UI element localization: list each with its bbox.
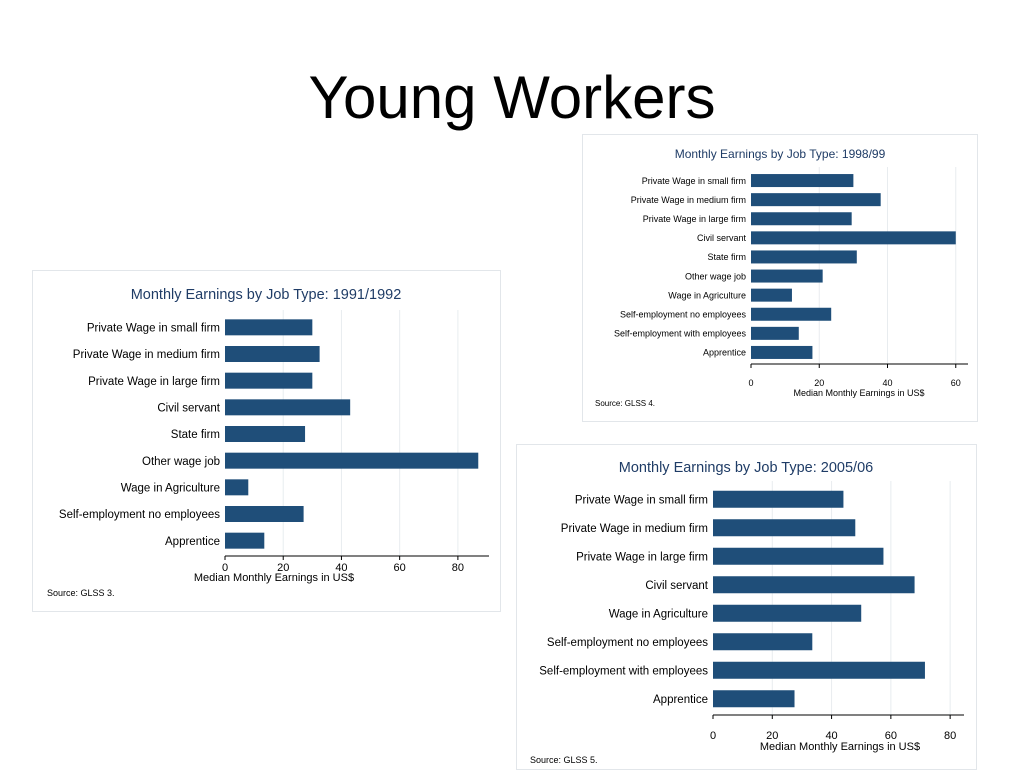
category-label: State firm [707,252,746,262]
x-tick-label: 40 [883,378,893,388]
source-note: Source: GLSS 3. [47,588,115,598]
category-label: Civil servant [157,402,220,414]
category-label: Private Wage in large firm [576,551,708,563]
x-tick-label: 60 [951,378,961,388]
bar [751,174,854,188]
category-label: Private Wage in medium firm [561,523,708,535]
category-label: Private Wage in large firm [643,214,746,224]
source-note: Source: GLSS 5. [530,755,598,765]
x-tick-label: 0 [222,562,228,574]
bar [713,576,915,594]
bar [751,231,956,245]
x-tick-label: 80 [944,730,956,742]
chart-title: Monthly Earnings by Job Type: 1998/99 [675,147,886,161]
bar [713,633,813,651]
category-label: Private Wage in small firm [642,176,746,186]
bar-chart-1998-99: Monthly Earnings by Job Type: 1998/99 Pri… [614,147,968,398]
category-label: State firm [171,429,220,441]
category-label: Private Wage in small firm [575,494,708,506]
category-label: Wage in Agriculture [121,482,220,494]
category-label: Private Wage in small firm [87,322,220,334]
x-axis-label: Median Monthly Earnings in US$ [194,572,354,584]
x-tick-label: 80 [452,562,464,574]
x-tick-label: 0 [748,378,753,388]
category-label: Other wage job [685,271,746,281]
chart-panel-2005-06: Monthly Earnings by Job Type: 2005/06 Pri… [516,444,977,770]
bar [713,661,925,679]
category-label: Apprentice [703,348,746,358]
category-label: Civil servant [697,233,747,243]
bar-chart-1991-1992: Monthly Earnings by Job Type: 1991/1992 P… [59,287,489,584]
chart-panel-1991-1992: Monthly Earnings by Job Type: 1991/1992 P… [32,270,501,612]
bar [713,490,844,508]
bar [225,319,313,336]
chart-title: Monthly Earnings by Job Type: 1991/1992 [131,287,402,303]
category-label: Private Wage in medium firm [73,349,220,361]
bar [751,193,881,207]
bar [751,269,823,283]
gridlines [771,481,951,715]
bar [751,326,799,340]
bar [751,250,857,264]
x-axis-label: Median Monthly Earnings in US$ [760,741,920,753]
category-label: Self-employment no employees [620,309,747,319]
bar [225,372,313,389]
x-tick-label: 40 [335,562,347,574]
x-tick-label: 60 [394,562,406,574]
category-label: Apprentice [165,536,220,548]
source-note: Source: GLSS 4. [595,399,656,408]
x-tick-label: 20 [766,730,778,742]
category-label: Other wage job [142,456,220,468]
x-axis-label: Median Monthly Earnings in US$ [793,388,924,398]
bars [225,319,479,549]
bar [713,690,795,708]
category-label: Civil servant [645,580,708,592]
bar [751,307,832,321]
bar [225,506,304,522]
bar [751,212,852,226]
category-label: Apprentice [653,694,708,706]
x-tick-label: 0 [710,730,716,742]
bar [225,426,306,442]
bar [225,346,320,362]
category-label: Self-employment no employees [547,637,708,649]
bar [751,288,792,302]
chart-title: Monthly Earnings by Job Type: 2005/06 [619,460,873,476]
category-label: Wage in Agriculture [668,290,746,300]
x-tick-label: 40 [825,730,837,742]
category-label: Private Wage in medium firm [631,195,746,205]
bars [713,490,925,708]
bar [713,604,862,622]
bar [751,345,813,359]
bar [225,532,265,549]
bar [225,479,249,496]
bar-chart-2005-06: Monthly Earnings by Job Type: 2005/06 Pri… [539,460,964,753]
x-tick-label: 20 [814,378,824,388]
bar [225,399,351,416]
category-label: Wage in Agriculture [609,608,708,620]
category-label: Self-employment no employees [59,509,220,521]
x-tick-label: 20 [277,562,289,574]
bar [225,452,479,469]
category-label: Self-employment with employees [539,665,708,677]
slide-title: Young Workers [308,64,716,131]
chart-panel-1998-99: Monthly Earnings by Job Type: 1998/99 Pri… [582,134,978,422]
bar [713,547,884,565]
x-tick-label: 60 [885,730,897,742]
bars [751,174,956,359]
category-label: Private Wage in large firm [88,376,220,388]
bar [713,519,856,537]
category-label: Self-employment with employees [614,329,747,339]
